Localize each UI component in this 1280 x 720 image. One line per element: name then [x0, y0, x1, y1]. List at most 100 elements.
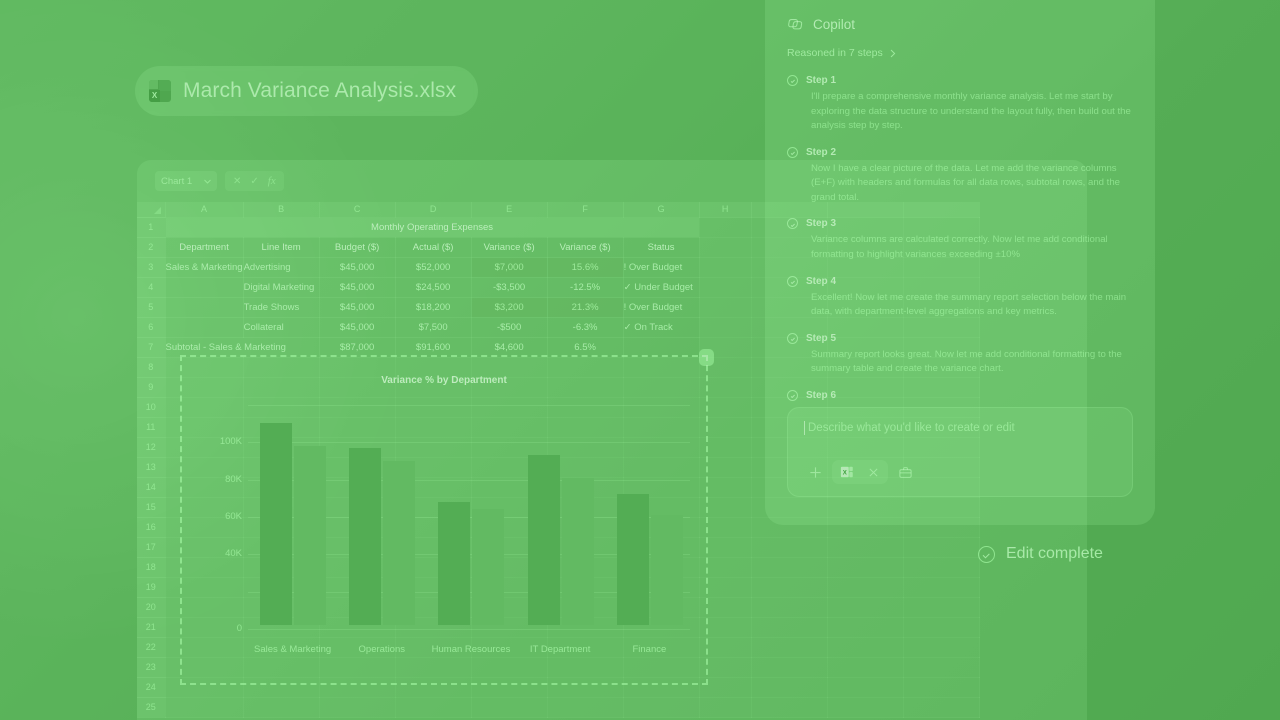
cell-actual[interactable]: $18,200: [395, 297, 472, 318]
cell-line-item[interactable]: Trade Shows: [243, 297, 320, 318]
cell-subtotal-actual[interactable]: $91,600: [395, 337, 472, 358]
cell-variance-dollar[interactable]: -$500: [471, 317, 548, 338]
column-header-d[interactable]: D: [395, 202, 472, 218]
row-header-5[interactable]: 5: [137, 297, 166, 318]
cell-budget[interactable]: $45,000: [319, 297, 396, 318]
row-header-7[interactable]: 7: [137, 337, 166, 358]
chart-y-tick-label: 100K: [219, 436, 242, 448]
row-header-13[interactable]: 13: [137, 457, 166, 478]
cell-department[interactable]: [165, 317, 244, 338]
context-chip[interactable]: X: [832, 460, 888, 484]
cell-subtotal-status[interactable]: [623, 337, 700, 358]
col-header-variance-pct[interactable]: Variance ($): [547, 237, 624, 258]
column-header-b[interactable]: B: [243, 202, 320, 218]
row-header-3[interactable]: 3: [137, 257, 166, 278]
cell-department[interactable]: [165, 297, 244, 318]
col-header-actual[interactable]: Actual ($): [395, 237, 472, 258]
row-header-10[interactable]: 10: [137, 397, 166, 418]
cell-line-item[interactable]: Advertising: [243, 257, 320, 278]
name-box-value: Chart 1: [161, 175, 193, 187]
row-header-12[interactable]: 12: [137, 437, 166, 458]
cell-variance-pct[interactable]: -6.3%: [547, 317, 624, 338]
cell-actual[interactable]: $24,500: [395, 277, 472, 298]
insert-function-icon[interactable]: fx: [267, 175, 276, 187]
cell-budget[interactable]: $45,000: [319, 257, 396, 278]
cell-status[interactable]: ! Over Budget: [623, 257, 700, 278]
status-label: Edit complete: [1006, 545, 1103, 562]
row-header-9[interactable]: 9: [137, 377, 166, 398]
cell-status[interactable]: ✓ On Track: [623, 317, 700, 338]
column-header-f[interactable]: F: [547, 202, 624, 218]
reasoning-step: Step 2 Now I have a clear picture of the …: [787, 146, 1133, 206]
copilot-composer[interactable]: Describe what you'd like to create or ed…: [787, 407, 1133, 497]
variance-chart-object[interactable]: Variance % by Department 0 40K 60K 80K 100K …: [180, 349, 714, 685]
col-header-line-item[interactable]: Line Item: [243, 237, 320, 258]
reasoning-summary[interactable]: Reasoned in 7 steps: [787, 47, 1133, 59]
excel-app-icon[interactable]: X: [834, 460, 860, 484]
column-header-a[interactable]: A: [165, 202, 244, 218]
row-header-18[interactable]: 18: [137, 557, 166, 578]
cell-department[interactable]: [165, 277, 244, 298]
chart-resize-handle[interactable]: [699, 349, 714, 366]
add-attachment-icon[interactable]: [802, 460, 828, 484]
row-header-24[interactable]: 24: [137, 677, 166, 698]
check-circle-icon: [787, 75, 798, 86]
row-header-25[interactable]: 25: [137, 697, 166, 718]
check-circle-icon: [787, 146, 798, 158]
row-header-2[interactable]: 2: [137, 237, 166, 258]
col-header-department[interactable]: Department: [165, 237, 244, 258]
column-header-h[interactable]: H: [699, 202, 752, 218]
row-header-23[interactable]: 23: [137, 657, 166, 678]
sheet-title-cell[interactable]: Monthly Operating Expenses: [165, 217, 700, 238]
cell-variance-pct[interactable]: -12.5%: [547, 277, 624, 298]
column-header-e[interactable]: E: [471, 202, 548, 218]
row-header-1[interactable]: 1: [137, 217, 166, 238]
cell-subtotal-label[interactable]: Subtotal - Sales & Marketing: [165, 337, 320, 358]
cell-variance-pct[interactable]: 21.3%: [547, 297, 624, 318]
cell-subtotal-budget[interactable]: $87,000: [319, 337, 396, 358]
row-header-4[interactable]: 4: [137, 277, 166, 298]
reasoning-step-label: Step 6: [806, 389, 837, 401]
cell-subtotal-variance-pct[interactable]: 6.5%: [547, 337, 624, 358]
confirm-check-icon[interactable]: ✓: [250, 175, 259, 187]
select-all-corner[interactable]: [137, 202, 166, 218]
row-header-14[interactable]: 14: [137, 477, 166, 498]
cell-status[interactable]: ✓ Under Budget: [623, 277, 700, 298]
cell-department[interactable]: Sales & Marketing: [165, 257, 244, 278]
column-header-g[interactable]: G: [623, 202, 700, 218]
row-header-22[interactable]: 22: [137, 637, 166, 658]
cell-subtotal-variance-dollar[interactable]: $4,600: [471, 337, 548, 358]
row-header-16[interactable]: 16: [137, 517, 166, 538]
row-header-6[interactable]: 6: [137, 317, 166, 338]
close-context-icon[interactable]: [860, 460, 886, 484]
cell-variance-pct[interactable]: 15.6%: [547, 257, 624, 278]
row-header-8[interactable]: 8: [137, 357, 166, 378]
cell-h1[interactable]: [699, 217, 752, 238]
name-box[interactable]: Chart 1: [155, 171, 217, 191]
row-header-21[interactable]: 21: [137, 617, 166, 638]
reasoning-step-text: Summary report looks great. Now let me a…: [811, 348, 1122, 375]
cell-variance-dollar[interactable]: $7,000: [471, 257, 548, 278]
col-header-status[interactable]: Status: [623, 237, 700, 258]
row-header-15[interactable]: 15: [137, 497, 166, 518]
work-briefcase-icon[interactable]: [892, 460, 918, 484]
cell-budget[interactable]: $45,000: [319, 317, 396, 338]
row-header-11[interactable]: 11: [137, 417, 166, 438]
row-header-19[interactable]: 19: [137, 577, 166, 598]
cell-variance-dollar[interactable]: -$3,500: [471, 277, 548, 298]
cell-line-item[interactable]: Collateral: [243, 317, 320, 338]
cell-actual[interactable]: $52,000: [395, 257, 472, 278]
cell-line-item[interactable]: Digital Marketing: [243, 277, 320, 298]
cell-budget[interactable]: $45,000: [319, 277, 396, 298]
col-header-budget[interactable]: Budget ($): [319, 237, 396, 258]
file-name-pill[interactable]: X March Variance Analysis.xlsx: [135, 66, 479, 116]
row-header-17[interactable]: 17: [137, 537, 166, 558]
cell-status[interactable]: ! Over Budget: [623, 297, 700, 318]
col-header-variance-dollar[interactable]: Variance ($): [471, 237, 548, 258]
cell-actual[interactable]: $7,500: [395, 317, 472, 338]
cell-variance-dollar[interactable]: $3,200: [471, 297, 548, 318]
chart-bar: [294, 445, 326, 625]
column-header-c[interactable]: C: [319, 202, 396, 218]
cancel-x-icon[interactable]: ✕: [233, 175, 242, 187]
row-header-20[interactable]: 20: [137, 597, 166, 618]
